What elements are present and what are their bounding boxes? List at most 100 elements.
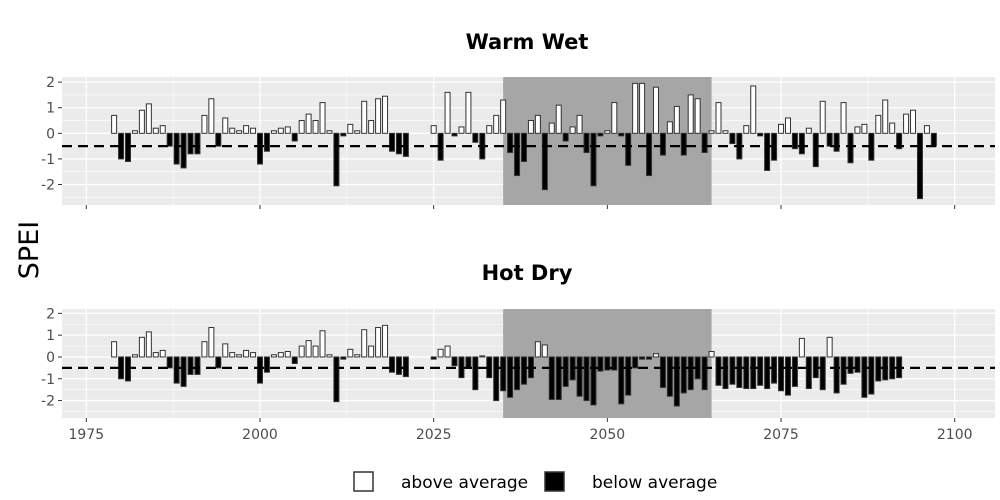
bar: [277, 127, 284, 134]
bar: [493, 114, 500, 134]
bar: [826, 132, 833, 147]
bar: [382, 324, 389, 358]
highlight-period: [503, 77, 712, 205]
bar: [430, 356, 437, 360]
y-tick-label: 2: [46, 75, 55, 91]
bar: [680, 356, 687, 394]
bar: [764, 132, 771, 171]
bar: [611, 356, 618, 371]
bar: [833, 356, 840, 394]
bar: [861, 356, 868, 398]
x-tick-label: 2025: [416, 427, 452, 443]
bar: [437, 348, 444, 358]
bar: [562, 356, 569, 387]
bar: [673, 105, 680, 134]
bar: [270, 130, 277, 134]
x-tick-label: 2000: [242, 427, 278, 443]
bar: [708, 351, 715, 358]
bar: [555, 356, 562, 400]
bar: [548, 122, 555, 134]
bar: [771, 356, 778, 384]
bar: [222, 343, 229, 358]
bar: [270, 354, 277, 358]
bar: [882, 99, 889, 134]
bar: [916, 132, 923, 200]
bar: [694, 98, 701, 134]
bar: [910, 109, 917, 134]
bar: [534, 114, 541, 134]
bar: [263, 356, 270, 373]
bar: [562, 132, 569, 142]
bar: [722, 356, 729, 390]
bar: [666, 121, 673, 134]
bar: [187, 132, 194, 155]
bar: [639, 82, 646, 134]
bar: [798, 337, 805, 358]
bar: [458, 126, 465, 134]
bar: [826, 336, 833, 358]
bar: [625, 132, 632, 166]
bar: [222, 117, 229, 134]
bar: [194, 356, 201, 375]
bar: [625, 356, 632, 396]
bar: [124, 132, 131, 162]
bar: [778, 123, 785, 134]
bar: [875, 114, 882, 134]
bar: [180, 132, 187, 169]
bar: [326, 130, 333, 134]
bar: [395, 356, 402, 375]
bar: [145, 103, 152, 134]
bar: [666, 356, 673, 397]
bar: [514, 356, 521, 391]
bar: [152, 127, 159, 134]
bar: [708, 130, 715, 134]
bar: [291, 132, 298, 142]
bar: [819, 356, 826, 391]
bar: [889, 356, 896, 380]
bar: [166, 132, 173, 147]
bar: [923, 125, 930, 134]
bar: [465, 356, 472, 369]
bar: [486, 125, 493, 134]
bar: [166, 356, 173, 369]
bar: [757, 132, 764, 137]
bar: [534, 341, 541, 358]
bar: [507, 356, 514, 398]
bar: [500, 356, 507, 392]
bar: [347, 348, 354, 358]
bar: [131, 130, 138, 134]
bar: [722, 130, 729, 134]
bar: [173, 356, 180, 384]
bar: [757, 356, 764, 386]
bar: [208, 98, 215, 134]
bar: [618, 356, 625, 405]
bar: [388, 356, 395, 373]
bar: [673, 356, 680, 407]
bar: [632, 82, 639, 134]
bar: [847, 132, 854, 164]
bar: [729, 132, 736, 145]
bar: [750, 356, 757, 390]
bar: [903, 113, 910, 134]
bar: [173, 132, 180, 165]
bar: [784, 356, 791, 396]
bar: [778, 356, 785, 392]
bar: [305, 113, 312, 134]
bar: [847, 356, 854, 374]
y-tick-label: 0: [46, 350, 55, 366]
bar: [805, 356, 812, 390]
bar: [576, 114, 583, 134]
bar: [652, 86, 659, 134]
y-tick-label: -2: [41, 394, 55, 410]
bar: [896, 132, 903, 150]
bar: [402, 132, 409, 157]
bar: [291, 356, 298, 364]
panel-warm-wet: Warm Wet -2 -1 0 1 2: [41, 30, 995, 209]
bar: [604, 130, 611, 134]
bar: [632, 356, 639, 369]
panel-title-hot-dry: Hot Dry: [482, 261, 573, 285]
bar: [451, 356, 458, 367]
bar: [472, 132, 479, 143]
bar: [152, 352, 159, 358]
